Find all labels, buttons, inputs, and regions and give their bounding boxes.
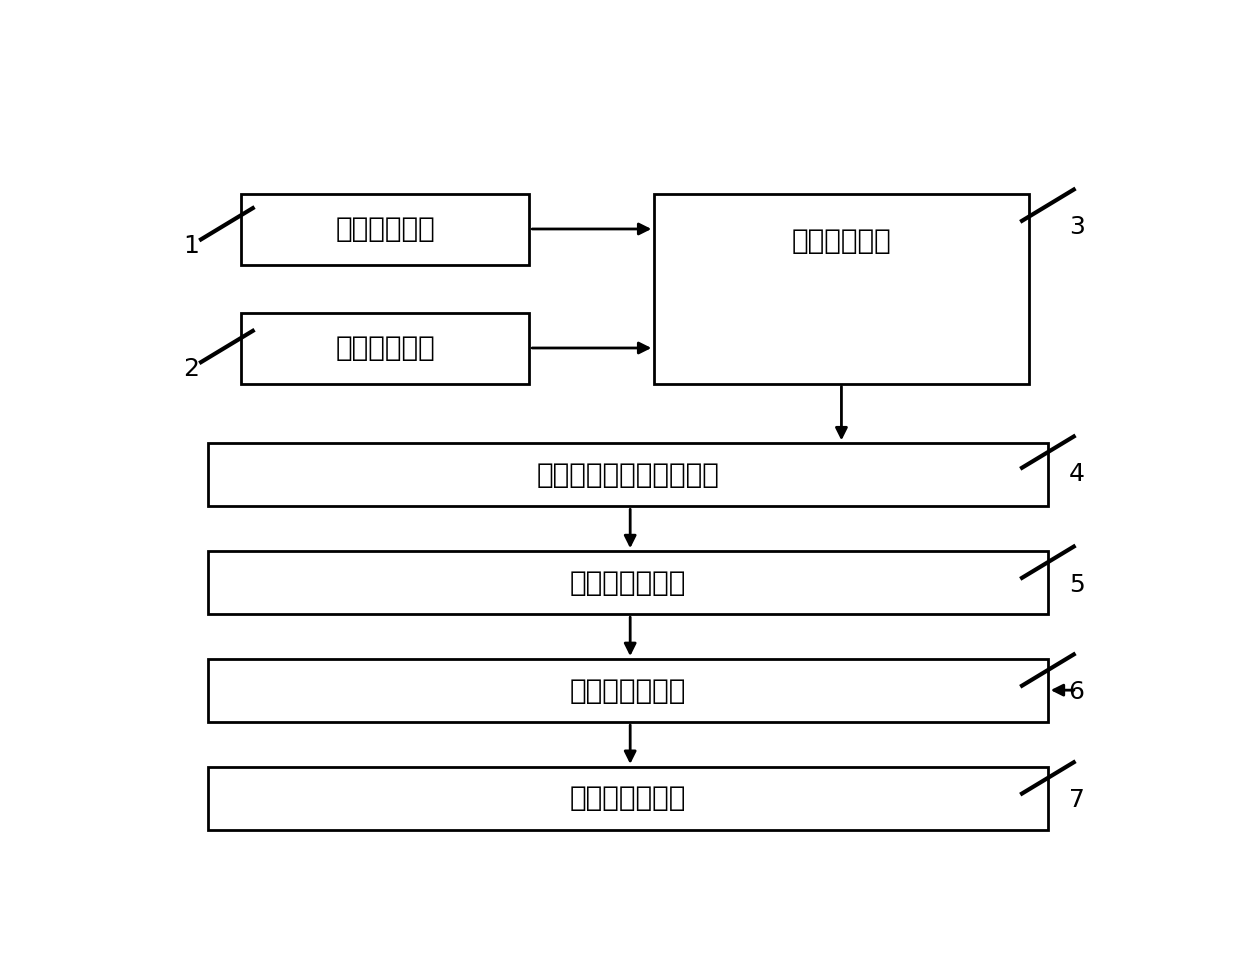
Text: 人工智能应力计算服务器: 人工智能应力计算服务器: [536, 461, 719, 489]
Text: 缺陷评定服务器: 缺陷评定服务器: [570, 676, 686, 704]
Bar: [654, 194, 1028, 384]
Text: 寿命计算服务器: 寿命计算服务器: [570, 569, 686, 597]
Bar: [242, 313, 529, 384]
Text: 金属监督数据: 金属监督数据: [336, 215, 435, 243]
Text: 2: 2: [183, 356, 199, 381]
Text: 5: 5: [1069, 573, 1084, 597]
Text: 1: 1: [183, 234, 199, 258]
Bar: [208, 659, 1048, 723]
Bar: [208, 767, 1048, 830]
Text: 3: 3: [1069, 215, 1084, 240]
Bar: [242, 194, 529, 265]
Bar: [208, 551, 1048, 614]
Text: 4: 4: [1069, 463, 1084, 487]
Text: 数据库服务器: 数据库服务器: [792, 227, 891, 255]
Text: 检修管理服务器: 检修管理服务器: [570, 784, 686, 812]
Text: 在线测点数据: 在线测点数据: [336, 334, 435, 362]
Text: 6: 6: [1069, 680, 1084, 704]
Text: 7: 7: [1069, 788, 1084, 812]
Bar: [208, 443, 1048, 506]
